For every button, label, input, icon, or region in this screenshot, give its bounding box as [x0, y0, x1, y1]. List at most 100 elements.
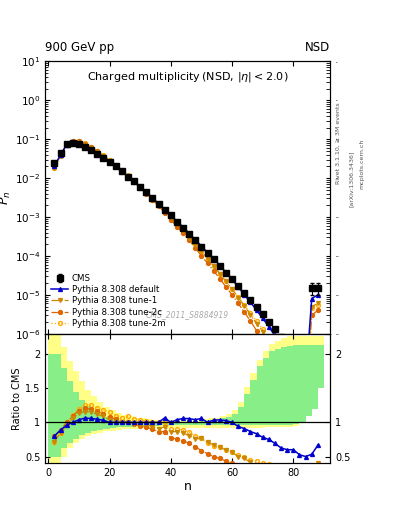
Text: [arXiv:1306.3436]: [arXiv:1306.3436]: [349, 151, 354, 207]
Pythia 8.308 tune-1: [236, 294, 241, 301]
Pythia 8.308 tune-2m: [162, 207, 167, 213]
Pythia 8.308 default: [64, 142, 69, 148]
Pythia 8.308 tune-2c: [119, 168, 124, 175]
Pythia 8.308 default: [113, 163, 118, 169]
Pythia 8.308 tune-2m: [199, 248, 204, 254]
Pythia 8.308 tune-1: [132, 179, 136, 185]
Pythia 8.308 tune-2m: [291, 370, 296, 376]
Pythia 8.308 default: [58, 152, 63, 158]
Pythia 8.308 default: [162, 206, 167, 212]
Pythia 8.308 default: [107, 159, 112, 165]
Pythia 8.308 tune-2c: [70, 138, 75, 144]
X-axis label: n: n: [184, 480, 192, 493]
Pythia 8.308 tune-2m: [224, 279, 228, 285]
Pythia 8.308 tune-2c: [64, 141, 69, 147]
Pythia 8.308 tune-1: [316, 301, 320, 307]
Y-axis label: Ratio to CMS: Ratio to CMS: [12, 367, 22, 430]
Pythia 8.308 tune-1: [58, 153, 63, 159]
Pythia 8.308 default: [156, 201, 161, 207]
Pythia 8.308 tune-1: [95, 149, 100, 155]
Pythia 8.308 default: [297, 370, 302, 376]
Pythia 8.308 default: [125, 174, 130, 180]
Pythia 8.308 tune-1: [266, 339, 271, 346]
Pythia 8.308 tune-2m: [64, 141, 69, 147]
Pythia 8.308 tune-1: [205, 255, 210, 262]
Pythia 8.308 tune-2c: [156, 203, 161, 209]
Pythia 8.308 tune-1: [273, 348, 277, 354]
Pythia 8.308 tune-2c: [101, 153, 106, 159]
Pythia 8.308 default: [174, 218, 179, 224]
Pythia 8.308 tune-2m: [279, 352, 283, 358]
Pythia 8.308 tune-2m: [119, 167, 124, 173]
Pythia 8.308 tune-1: [211, 263, 216, 269]
Pythia 8.308 tune-1: [199, 248, 204, 254]
Pythia 8.308 default: [205, 250, 210, 256]
Text: Rivet 3.1.10, ≥ 3M events: Rivet 3.1.10, ≥ 3M events: [336, 102, 341, 184]
Pythia 8.308 tune-2m: [113, 162, 118, 168]
Pythia 8.308 tune-1: [242, 303, 247, 309]
Pythia 8.308 tune-2m: [297, 378, 302, 385]
Pythia 8.308 default: [119, 168, 124, 175]
Pythia 8.308 tune-2c: [83, 141, 87, 147]
Pythia 8.308 default: [138, 184, 143, 190]
Pythia 8.308 default: [224, 269, 228, 275]
Pythia 8.308 default: [52, 163, 57, 169]
Pythia 8.308 tune-1: [230, 286, 235, 292]
Pythia 8.308 tune-1: [113, 163, 118, 169]
Legend: CMS, Pythia 8.308 default, Pythia 8.308 tune-1, Pythia 8.308 tune-2c, Pythia 8.3: CMS, Pythia 8.308 default, Pythia 8.308 …: [50, 272, 167, 329]
Pythia 8.308 tune-1: [248, 311, 253, 317]
Pythia 8.308 tune-2c: [125, 174, 130, 180]
Pythia 8.308 tune-2c: [174, 223, 179, 229]
Pythia 8.308 tune-2c: [187, 238, 191, 244]
Pythia 8.308 tune-1: [101, 154, 106, 160]
Pythia 8.308 tune-1: [162, 208, 167, 215]
Pythia 8.308 tune-2m: [95, 147, 100, 154]
Pythia 8.308 tune-2c: [150, 197, 155, 203]
Pythia 8.308 tune-2m: [230, 286, 235, 292]
Pythia 8.308 tune-2c: [309, 312, 314, 318]
Pythia 8.308 tune-2c: [169, 217, 173, 223]
Pythia 8.308 tune-2m: [58, 153, 63, 159]
Pythia 8.308 default: [303, 378, 308, 385]
Pythia 8.308 tune-2c: [266, 346, 271, 352]
Pythia 8.308 tune-1: [150, 196, 155, 202]
Pythia 8.308 tune-2m: [285, 360, 290, 367]
Pythia 8.308 tune-2c: [248, 318, 253, 324]
Pythia 8.308 tune-2m: [187, 234, 191, 240]
Pythia 8.308 default: [236, 284, 241, 290]
Pythia 8.308 default: [309, 295, 314, 302]
Pythia 8.308 tune-2m: [211, 263, 216, 269]
Pythia 8.308 default: [169, 212, 173, 219]
Pythia 8.308 tune-2m: [83, 140, 87, 146]
Pythia 8.308 tune-2m: [254, 318, 259, 324]
Pythia 8.308 default: [89, 146, 94, 153]
Pythia 8.308 tune-2c: [162, 209, 167, 216]
Pythia 8.308 tune-2c: [242, 309, 247, 315]
Pythia 8.308 tune-2m: [52, 165, 57, 172]
Pythia 8.308 tune-1: [77, 139, 81, 145]
Pythia 8.308 tune-1: [254, 321, 259, 327]
Pythia 8.308 default: [77, 140, 81, 146]
Pythia 8.308 tune-2c: [230, 292, 235, 298]
Pythia 8.308 tune-2m: [156, 201, 161, 207]
Pythia 8.308 tune-2c: [273, 356, 277, 362]
Pythia 8.308 tune-2m: [150, 195, 155, 201]
Line: Pythia 8.308 tune-2m: Pythia 8.308 tune-2m: [52, 139, 320, 392]
Line: Pythia 8.308 tune-2c: Pythia 8.308 tune-2c: [52, 139, 320, 414]
Text: 900 GeV pp: 900 GeV pp: [45, 41, 114, 54]
Pythia 8.308 default: [211, 255, 216, 262]
Pythia 8.308 default: [285, 351, 290, 357]
Pythia 8.308 default: [95, 150, 100, 156]
Pythia 8.308 tune-2c: [303, 409, 308, 415]
Pythia 8.308 tune-1: [187, 235, 191, 241]
Pythia 8.308 tune-1: [144, 190, 149, 196]
Pythia 8.308 tune-2m: [70, 138, 75, 144]
Pythia 8.308 tune-2m: [205, 256, 210, 262]
Pythia 8.308 tune-2c: [205, 260, 210, 266]
Text: Charged multiplicity$\,$($\mathrm{NSD,\,}|\eta|<2.0$): Charged multiplicity$\,$($\mathrm{NSD,\,…: [87, 70, 288, 83]
Pythia 8.308 tune-2m: [138, 183, 143, 189]
Pythia 8.308 tune-2c: [193, 245, 198, 251]
Pythia 8.308 tune-2c: [285, 377, 290, 383]
Pythia 8.308 tune-1: [181, 228, 185, 234]
Line: Pythia 8.308 tune-1: Pythia 8.308 tune-1: [52, 140, 320, 402]
